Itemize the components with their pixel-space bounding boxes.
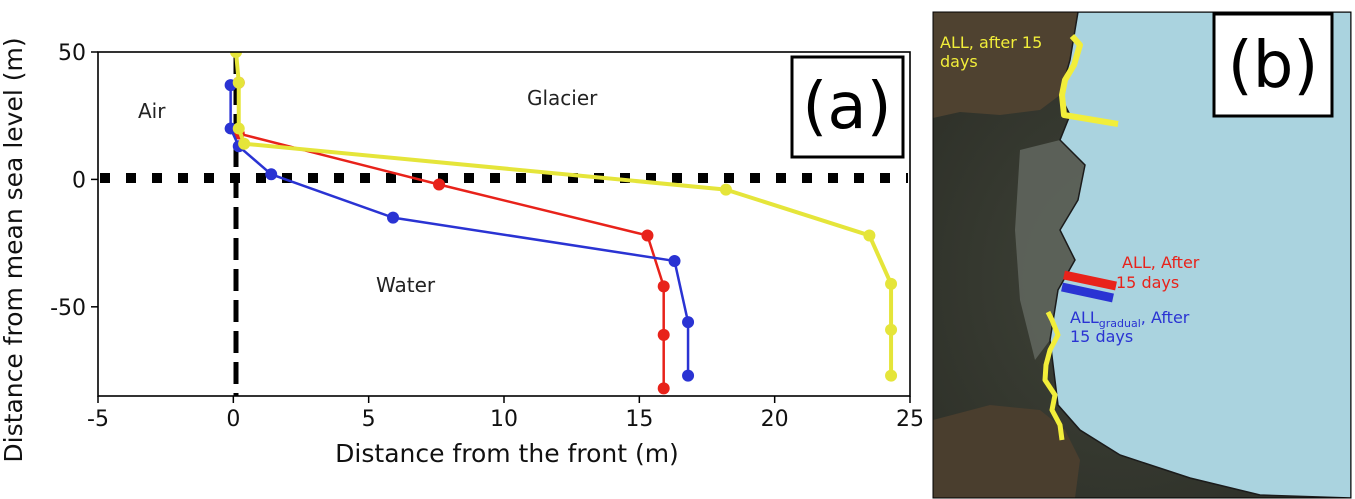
y-tick-label: 50 (58, 41, 86, 66)
panel-b-label-box (1212, 12, 1334, 118)
blue-annotation-main: ALL (1070, 308, 1099, 327)
x-tick-label: 0 (226, 407, 240, 432)
x-axis-ticks: -5 0 5 10 15 20 25 (87, 396, 924, 432)
y-axis-label: Distance from mean sea level (m) (0, 37, 28, 462)
air-region-label: Air (138, 99, 166, 123)
yellow-front-line-top (1059, 34, 1119, 127)
series-3-point (885, 277, 898, 290)
series-3-point (885, 369, 898, 382)
blue-annotation-subscript: gradual (1099, 317, 1141, 330)
x-tick-label: 25 (896, 407, 924, 432)
series-1-point (657, 382, 670, 395)
panel-b-frame (932, 11, 1352, 499)
yellow-annotation-line1: ALL, after 15 (940, 33, 1042, 52)
turbid-water-area (1015, 140, 1085, 360)
blue-front-marker (1061, 282, 1114, 303)
y-tick-label: -50 (50, 296, 86, 321)
x-tick-label: 20 (761, 407, 789, 432)
series-1-point (433, 178, 446, 191)
glacier-region-label: Glacier (527, 86, 598, 110)
series-2-point (668, 254, 681, 267)
x-axis-label: Distance from the front (m) (335, 439, 679, 468)
series-2-point (682, 369, 695, 382)
series-3-point (885, 323, 898, 336)
series-3-point (232, 122, 245, 135)
brown-land-lower (933, 405, 1080, 498)
series-3-point (238, 137, 251, 150)
yellow-front-line-bottom (1042, 310, 1065, 441)
blue-annotation-line2: 15 days (1070, 327, 1133, 346)
series-2-point (387, 211, 400, 224)
brown-land-area (933, 12, 1080, 118)
blue-annotation-after: , After (1141, 308, 1190, 327)
panel-a-label: (a) (802, 70, 891, 144)
x-tick-label: 15 (625, 407, 653, 432)
series-1-line (237, 82, 665, 389)
series-3-point (230, 52, 243, 58)
x-tick-label: 10 (490, 407, 518, 432)
red-annotation-line2: 15 days (1116, 273, 1179, 292)
water-region-label: Water (376, 273, 436, 297)
yellow-annotation-line2: days (940, 52, 978, 71)
series-2-point (265, 168, 278, 181)
panel-a-chart: Air Glacier Water (a) -5 0 5 10 15 20 25 500-5… (0, 37, 924, 468)
series-layer (224, 52, 898, 395)
panel-b-map: ALL, after 15 days ALL, After 15 days AL… (932, 11, 1352, 499)
x-tick-label: 5 (362, 407, 376, 432)
blue-annotation-line1: ALLgradual, After (1070, 308, 1190, 330)
y-tick-label: 0 (72, 168, 86, 193)
series-2-line (229, 85, 690, 376)
red-annotation-line1: ALL, After (1122, 253, 1200, 272)
y-axis-ticks: 50 0 -50 (50, 41, 98, 321)
plot-frame (97, 51, 911, 397)
series-2-point (682, 316, 695, 329)
panel-b-label: (b) (1228, 29, 1319, 103)
series-1-point (657, 328, 670, 341)
series-3-point (232, 76, 245, 89)
red-front-marker (1063, 270, 1117, 291)
series-1-point (641, 229, 654, 242)
panel-a-label-box (790, 55, 905, 159)
series-1-point (657, 280, 670, 293)
x-tick-label: -5 (87, 407, 109, 432)
series-3-point (863, 229, 876, 242)
series-3-point (719, 183, 732, 196)
